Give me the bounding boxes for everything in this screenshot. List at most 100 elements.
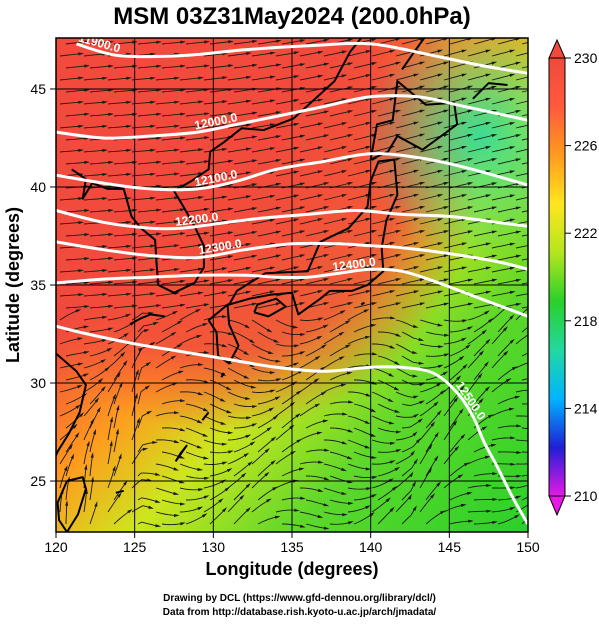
- wind-streamline: [59, 270, 81, 273]
- wind-streamline: [137, 411, 150, 429]
- wind-arrowhead: [346, 371, 353, 375]
- wind-arrowhead: [536, 318, 542, 322]
- wind-streamline: [281, 414, 299, 429]
- wind-arrowhead: [179, 399, 186, 403]
- wind-arrowhead: [365, 98, 372, 102]
- wind-arrowhead: [437, 266, 444, 270]
- wind-arrowhead: [371, 230, 378, 233]
- wind-streamline: [89, 89, 111, 93]
- wind-arrowhead: [150, 148, 156, 152]
- wind-arrowhead: [461, 266, 468, 270]
- wind-arrowhead: [202, 323, 209, 327]
- wind-streamline: [65, 41, 87, 45]
- wind-arrowhead: [221, 243, 228, 247]
- coastline: [360, 301, 365, 306]
- wind-streamline: [299, 75, 321, 81]
- wind-streamline: [467, 375, 482, 393]
- wind-streamline: [329, 302, 351, 309]
- wind-streamline: [347, 194, 369, 201]
- wind-streamline: [227, 267, 249, 273]
- wind-arrowhead: [371, 110, 378, 113]
- wind-streamline: [251, 499, 270, 513]
- wind-streamline: [251, 428, 270, 441]
- wind-streamline: [59, 294, 81, 297]
- wind-streamline: [378, 331, 399, 337]
- wind-streamline: [185, 323, 206, 333]
- wind-arrowhead: [437, 121, 444, 125]
- wind-arrowhead: [78, 293, 84, 297]
- wind-streamline: [251, 123, 273, 129]
- wind-arrowhead: [270, 51, 276, 55]
- wind-streamline: [473, 444, 494, 453]
- wind-arrowhead: [534, 122, 540, 125]
- wind-arrowhead: [177, 320, 183, 325]
- wind-arrowhead: [293, 290, 300, 294]
- wind-arrowhead: [270, 460, 276, 465]
- wind-arrowhead: [204, 231, 210, 235]
- wind-arrowhead: [203, 303, 210, 307]
- wind-arrowhead: [269, 266, 276, 270]
- wind-streamline: [185, 41, 207, 45]
- wind-arrowhead: [413, 290, 420, 294]
- wind-arrowhead: [244, 324, 251, 329]
- wind-arrowhead: [409, 471, 414, 478]
- wind-streamline: [161, 232, 183, 237]
- wind-streamline: [497, 231, 519, 237]
- wind-arrowhead: [347, 429, 354, 433]
- wind-streamline: [419, 343, 441, 348]
- wind-arrowhead: [388, 373, 395, 377]
- wind-arrowhead: [341, 170, 348, 174]
- wind-arrowhead: [269, 99, 276, 103]
- wind-streamline: [251, 367, 273, 373]
- wind-streamline: [515, 389, 528, 393]
- wind-arrowhead: [534, 416, 540, 419]
- wind-arrowhead: [323, 302, 330, 306]
- wind-arrowhead: [492, 497, 498, 501]
- wind-streamline: [227, 496, 243, 513]
- wind-arrowhead: [293, 123, 300, 126]
- wind-arrowhead: [275, 111, 282, 115]
- wind-streamline: [305, 111, 327, 117]
- wind-arrowhead: [539, 348, 545, 351]
- wind-arrowhead: [365, 170, 372, 173]
- wind-streamline: [185, 89, 207, 93]
- wind-streamline: [233, 88, 255, 93]
- wind-streamline: [347, 506, 369, 513]
- wind-streamline: [65, 113, 87, 117]
- wind-streamline: [515, 221, 528, 225]
- wind-arrowhead: [485, 122, 492, 125]
- wind-streamline: [425, 353, 447, 357]
- wind-arrowhead: [509, 338, 515, 344]
- wind-streamline: [161, 280, 183, 285]
- wind-streamline: [348, 391, 369, 397]
- wind-arrowhead: [174, 268, 180, 272]
- wind-arrowhead: [452, 420, 458, 426]
- wind-streamline: [443, 242, 465, 249]
- wind-streamline: [299, 51, 321, 57]
- wind-arrowhead: [540, 62, 546, 65]
- wind-streamline: [473, 319, 492, 333]
- wind-streamline: [491, 352, 507, 369]
- wind-arrowhead: [419, 61, 426, 65]
- wind-streamline: [395, 343, 416, 354]
- wind-streamline: [89, 388, 105, 405]
- wind-arrowhead: [293, 266, 300, 270]
- wind-arrowhead: [461, 194, 468, 198]
- wind-arrowhead: [515, 206, 522, 210]
- wind-arrowhead: [108, 304, 114, 308]
- wind-streamline: [419, 122, 441, 129]
- wind-streamline: [419, 469, 431, 489]
- wind-streamline: [209, 508, 226, 525]
- wind-arrowhead: [534, 146, 540, 149]
- wind-streamline: [299, 218, 321, 225]
- wind-arrowhead: [221, 442, 228, 446]
- wind-arrowhead: [102, 100, 108, 104]
- wind-streamline: [401, 439, 420, 453]
- wind-streamline: [179, 415, 201, 423]
- wind-streamline: [329, 451, 351, 459]
- wind-arrowhead: [388, 421, 395, 425]
- coastline: [228, 158, 399, 316]
- wind-arrowhead: [154, 472, 161, 476]
- wind-streamline: [467, 243, 489, 249]
- wind-arrowhead: [150, 76, 156, 80]
